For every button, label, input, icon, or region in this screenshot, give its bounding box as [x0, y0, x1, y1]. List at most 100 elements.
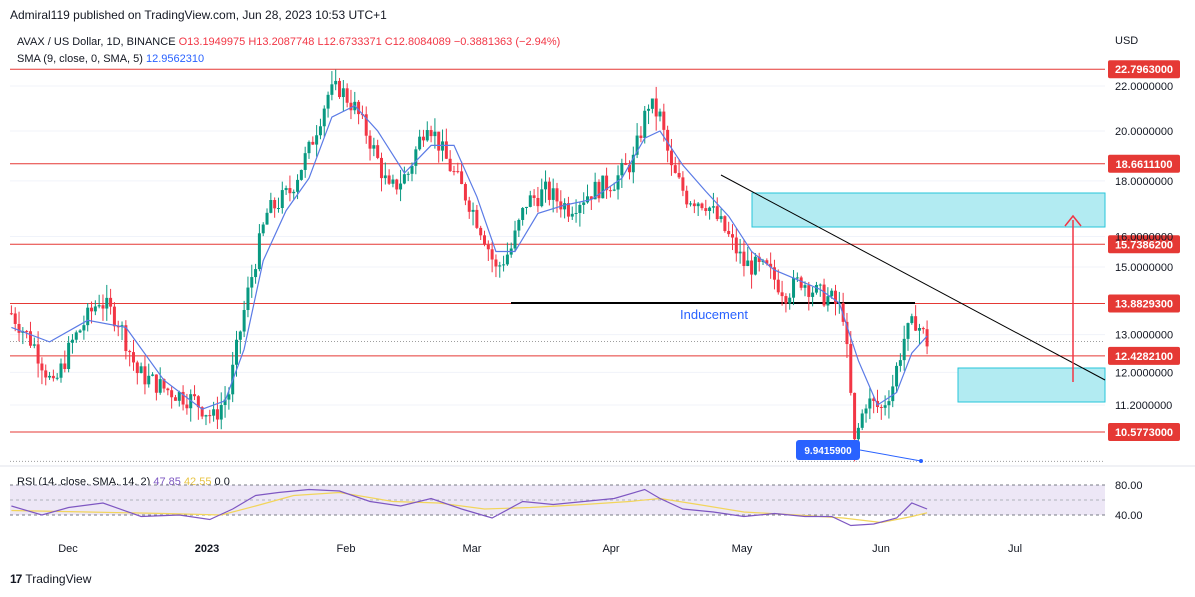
- candle-body: [727, 230, 731, 235]
- candle-body: [799, 277, 803, 288]
- candle-body: [834, 290, 838, 304]
- candle-body: [711, 206, 715, 208]
- candle-body: [574, 212, 578, 214]
- level-tag: [1108, 294, 1180, 313]
- low-callout-leader: [859, 449, 922, 462]
- x-tick-label: Jun: [872, 543, 890, 555]
- rsi-label[interactable]: RSI (14, close, SMA, 14, 2): [17, 476, 151, 488]
- candle-body: [502, 264, 506, 266]
- candle-body: [200, 407, 204, 417]
- rsi-sma-value: 42.55: [183, 476, 212, 488]
- candle-body: [807, 285, 811, 297]
- tradingview-logo-icon[interactable]: 17: [10, 572, 22, 586]
- candle-body: [383, 175, 387, 179]
- candle-body: [811, 292, 815, 297]
- published-line: Admiral119 published on TradingView.com,…: [10, 8, 387, 22]
- candle-body: [139, 366, 143, 374]
- candle-body: [112, 306, 116, 327]
- level-tag: [1108, 346, 1180, 365]
- candle-body: [696, 203, 700, 207]
- y-tick-label: 20.0000000: [1115, 126, 1173, 138]
- candle-body: [536, 197, 540, 207]
- candle-body: [666, 129, 670, 151]
- candle-body: [902, 338, 906, 361]
- symbol-label[interactable]: AVAX / US Dollar, 1D, BINANCE: [17, 36, 176, 48]
- candle-body: [853, 392, 857, 440]
- candle-body: [276, 208, 280, 210]
- candle-body: [635, 135, 639, 155]
- candle-body: [761, 260, 765, 262]
- supply-zone: [751, 192, 1106, 228]
- candle-body: [170, 390, 174, 398]
- candle-body: [32, 344, 36, 346]
- candle-body: [162, 379, 166, 389]
- candle-body: [864, 408, 868, 414]
- candle-body: [86, 307, 90, 326]
- y-tick-label: 13.0000000: [1115, 330, 1173, 342]
- candle-body: [402, 174, 406, 184]
- candle-body: [708, 207, 712, 211]
- candle-body: [715, 206, 719, 220]
- candle-body: [78, 330, 82, 333]
- candle-body: [921, 328, 925, 330]
- candle-body: [48, 375, 52, 378]
- candle-body: [620, 163, 624, 176]
- candle-body: [494, 259, 498, 267]
- candle-body: [315, 135, 319, 145]
- candle-body: [227, 394, 231, 400]
- candle-body: [776, 279, 780, 293]
- candle-body: [235, 339, 239, 365]
- candle-body: [765, 260, 769, 264]
- candle-body: [135, 362, 139, 374]
- candle-body: [158, 379, 162, 393]
- candle-body: [292, 191, 296, 194]
- x-tick-label: Apr: [602, 543, 619, 555]
- level-label: 22.7963000: [1115, 64, 1173, 76]
- candle-body: [532, 195, 536, 198]
- candle-body: [242, 310, 246, 332]
- candle-body: [105, 297, 109, 309]
- candle-body: [887, 401, 891, 406]
- candle-body: [784, 296, 788, 304]
- candle-body: [639, 135, 643, 138]
- candle-body: [284, 188, 288, 191]
- candle-body: [650, 98, 654, 109]
- candle-body: [63, 363, 67, 369]
- candle-body: [849, 344, 853, 393]
- candle-body: [257, 233, 261, 270]
- candle-body: [822, 284, 826, 306]
- candle-body: [215, 409, 219, 420]
- candle-body: [700, 203, 704, 209]
- candle-body: [406, 173, 410, 175]
- candle-body: [597, 181, 601, 199]
- candle-body: [772, 267, 776, 280]
- candle-body: [757, 256, 761, 262]
- candle-body: [185, 404, 189, 409]
- candle-body: [59, 363, 63, 378]
- candle-body: [505, 254, 509, 265]
- sma-line: [11, 104, 928, 410]
- candle-body: [509, 248, 513, 255]
- candle-body: [97, 305, 101, 307]
- candle-body: [189, 394, 193, 409]
- low-point-marker: [919, 459, 923, 463]
- tradingview-brand[interactable]: TradingView: [25, 572, 92, 586]
- candle-body: [627, 164, 631, 173]
- candle-body: [914, 316, 918, 331]
- candle-body: [151, 374, 155, 376]
- candle-body: [25, 331, 29, 333]
- candle-body: [517, 219, 521, 231]
- candle-body: [704, 208, 708, 211]
- candle-body: [689, 203, 693, 205]
- candle-body: [605, 175, 609, 191]
- candle-body: [109, 297, 113, 307]
- candle-body: [555, 188, 559, 202]
- rsi-legend: RSI (14, close, SMA, 14, 2) 47.85 42.55 …: [17, 476, 230, 488]
- candle-body: [589, 196, 593, 200]
- sma-label[interactable]: SMA (9, close, 0, SMA, 5): [17, 53, 143, 65]
- candle-body: [429, 130, 433, 137]
- candle-body: [895, 365, 899, 387]
- candle-body: [483, 235, 487, 245]
- candle-body: [654, 98, 658, 117]
